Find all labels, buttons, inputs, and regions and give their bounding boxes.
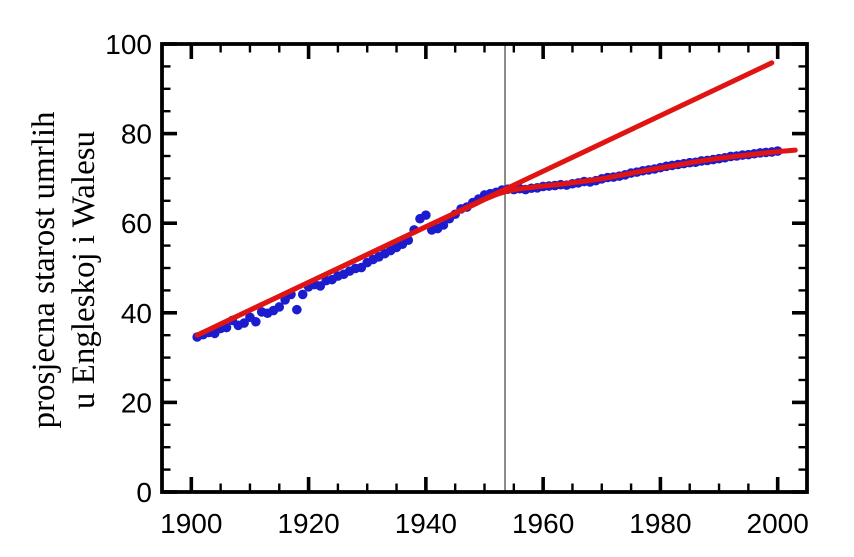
x-tick-label: 1920	[277, 508, 339, 539]
y-axis-title-line: u Engleskoj i Walesu	[66, 131, 102, 409]
data-point	[274, 302, 285, 312]
y-tick-label: 100	[105, 29, 152, 60]
y-tick-label: 60	[121, 208, 152, 239]
y-tick-label: 80	[121, 119, 152, 150]
y-tick-label: 20	[121, 387, 152, 418]
y-tick-label: 0	[136, 477, 152, 508]
data-point	[421, 210, 431, 220]
x-tick-label: 1980	[629, 508, 691, 539]
plot-box	[160, 42, 809, 494]
data-point	[292, 304, 302, 315]
y-tick-label: 40	[121, 298, 152, 329]
linear-trend-line	[194, 60, 775, 338]
x-tick-label: 1900	[160, 508, 222, 539]
data-point	[239, 318, 249, 328]
x-tick-label: 2000	[747, 508, 809, 539]
smooth-fit-curve	[194, 147, 798, 338]
data-point	[438, 220, 449, 230]
data-point	[297, 289, 308, 300]
data-point	[251, 316, 261, 327]
x-tick-label: 1960	[512, 508, 574, 539]
y-axis-title-line: prosjecna starost umrlih	[26, 111, 62, 429]
x-tick-label: 1940	[395, 508, 457, 539]
